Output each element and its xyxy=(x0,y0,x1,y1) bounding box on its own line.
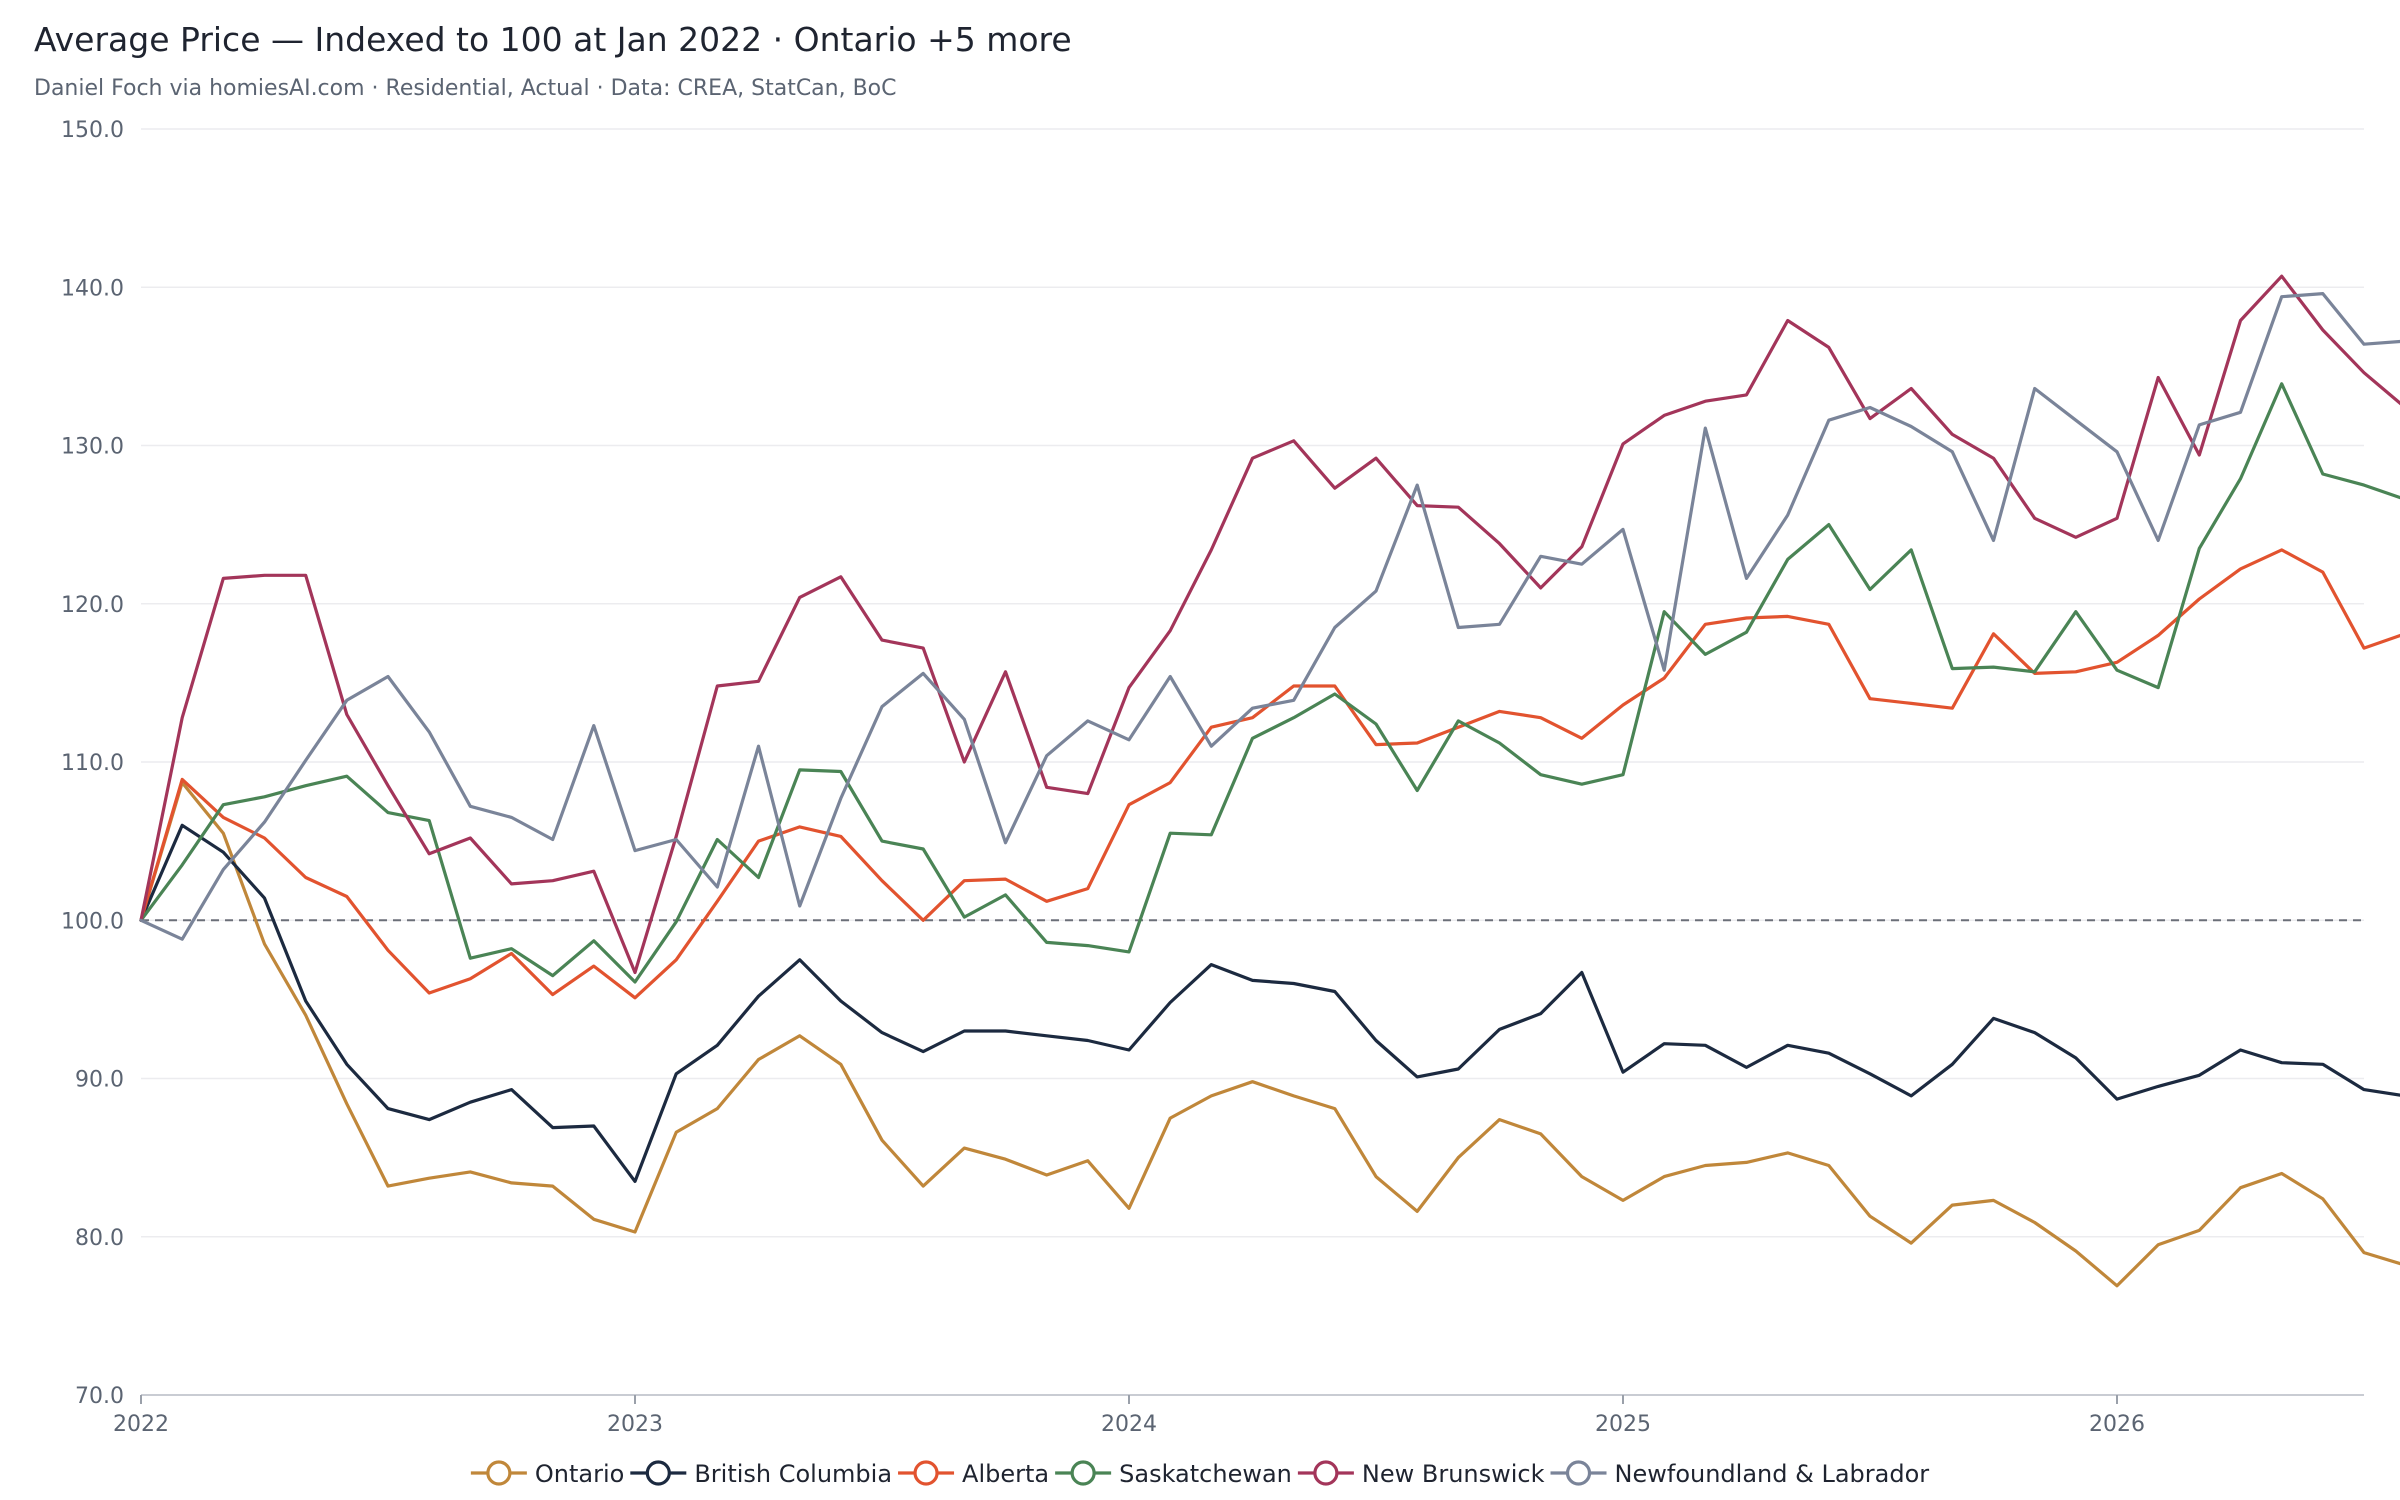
legend-label: Ontario xyxy=(535,1460,624,1488)
series-line xyxy=(139,823,2400,1184)
legend-marker xyxy=(1070,1460,1096,1486)
y-tick-label: 150.0 xyxy=(61,118,124,143)
legend-marker xyxy=(913,1460,939,1486)
x-tick-label: 2025 xyxy=(1595,1412,1651,1437)
x-tick-label: 2023 xyxy=(607,1412,663,1437)
legend-label: Newfoundland & Labrador xyxy=(1615,1460,1930,1488)
y-tick-label: 70.0 xyxy=(75,1384,124,1409)
legend-marker xyxy=(486,1460,512,1486)
series-line xyxy=(139,780,2400,1288)
y-tick-label: 90.0 xyxy=(75,1068,124,1093)
legend-marker xyxy=(1313,1460,1339,1486)
x-tick-label: 2022 xyxy=(113,1412,169,1437)
x-tick-label: 2024 xyxy=(1101,1412,1157,1437)
legend-label: New Brunswick xyxy=(1362,1460,1545,1488)
legend-marker xyxy=(645,1460,671,1486)
series-line xyxy=(139,274,2400,975)
y-tick-label: 80.0 xyxy=(75,1226,124,1251)
y-tick-label: 100.0 xyxy=(61,909,124,934)
series-line xyxy=(139,382,2400,984)
chart-title: Average Price — Indexed to 100 at Jan 20… xyxy=(34,20,1072,59)
legend-label: Alberta xyxy=(962,1460,1049,1488)
chart-subtitle: Daniel Foch via homiesAI.com · Residenti… xyxy=(34,76,897,101)
y-tick-label: 120.0 xyxy=(61,593,124,618)
y-tick-label: 140.0 xyxy=(61,276,124,301)
x-tick-label: 2026 xyxy=(2089,1412,2145,1437)
series-line xyxy=(139,292,2400,941)
y-tick-label: 110.0 xyxy=(61,751,124,776)
series-line xyxy=(139,548,2400,1000)
legend-label: British Columbia xyxy=(694,1460,892,1488)
y-tick-label: 130.0 xyxy=(61,435,124,460)
legend-label: Saskatchewan xyxy=(1119,1460,1292,1488)
legend-marker xyxy=(1565,1460,1592,1486)
